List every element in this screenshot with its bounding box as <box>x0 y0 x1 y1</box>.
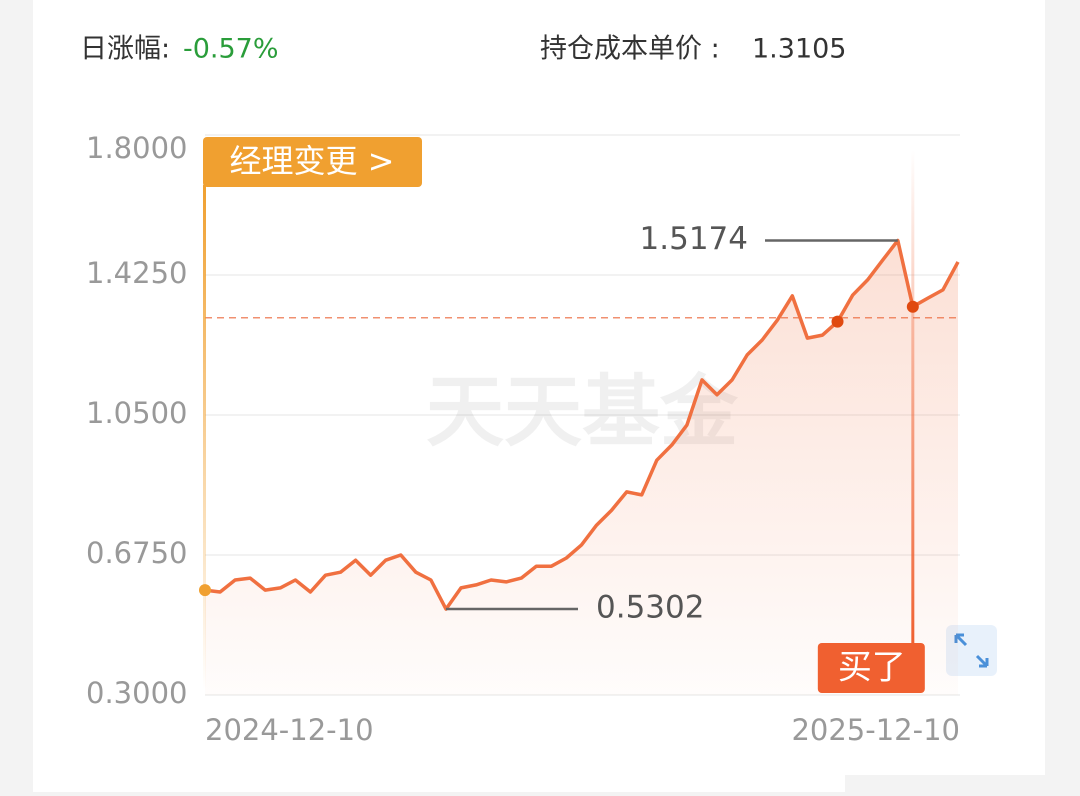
card-foot <box>33 775 845 792</box>
x-tick-label: 2025-12-10 <box>791 713 960 747</box>
cost-label: 持仓成本单价 : <box>540 34 720 65</box>
x-tick-label: 2024-12-10 <box>205 713 374 747</box>
max-label: 1.5174 <box>640 221 748 257</box>
buy-label: 买了 <box>838 648 906 688</box>
start-dot <box>199 584 211 597</box>
y-tick-label: 1.8000 <box>86 131 187 165</box>
y-tick-label: 1.4250 <box>86 256 187 290</box>
manager-label[interactable]: 经理变更 > <box>230 142 395 180</box>
buy-line <box>911 150 915 645</box>
buy-dot <box>906 300 919 313</box>
manager-line <box>203 185 206 690</box>
buy-badge <box>817 643 925 693</box>
line-area <box>205 240 958 695</box>
daily-change: -0.57% <box>183 34 279 65</box>
cost-price: 1.3105 <box>752 34 846 65</box>
daily-change-label: 日涨幅: <box>80 34 170 65</box>
y-tick-label: 0.6750 <box>86 536 187 570</box>
manager-badge <box>203 137 422 187</box>
price-line <box>204 238 960 611</box>
min-label: 0.5302 <box>596 590 704 626</box>
y-tick-label: 0.3000 <box>86 676 187 710</box>
y-tick-label: 1.0500 <box>86 396 187 430</box>
buy-dot <box>831 315 844 328</box>
